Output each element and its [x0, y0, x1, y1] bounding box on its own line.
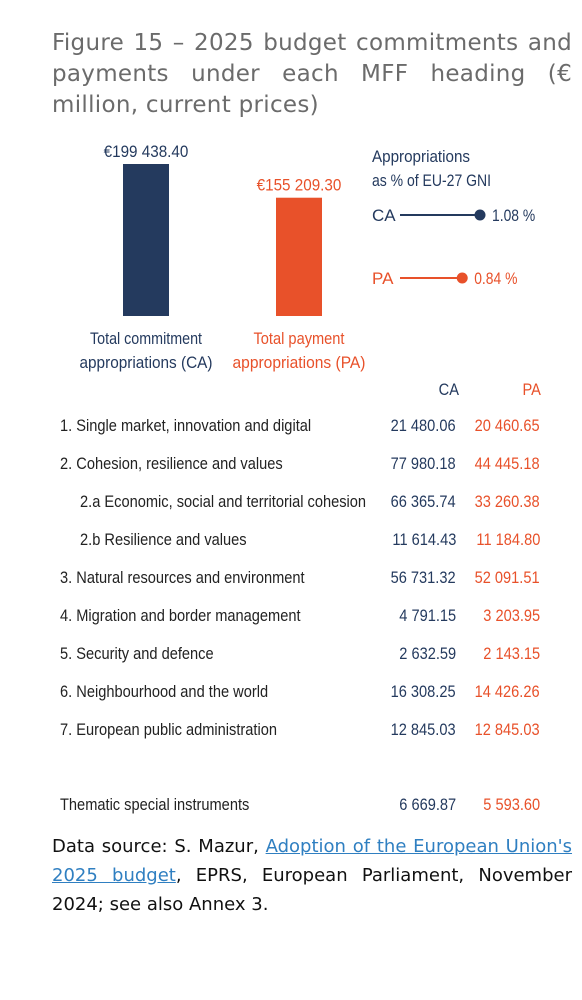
row-label: 2.a Economic, social and territorial coh… [80, 492, 367, 511]
table-row: 7. European public administration 12 845.… [0, 720, 582, 744]
row-value-ca: 11 614.43 [392, 530, 456, 549]
bar-ca [123, 164, 169, 316]
source-link[interactable]: Adoption of the European Union's 2025 bu… [52, 836, 573, 886]
table-row: 2.a Economic, social and territorial coh… [0, 492, 582, 516]
table-row: 5. Security and defence 2 632.59 2 143.15 [0, 644, 582, 668]
row-value-ca: 2 632.59 [399, 644, 456, 663]
gni-value-label: 0.84 % [474, 269, 517, 288]
gni-point [474, 209, 486, 221]
row-value-pa: 11 184.80 [476, 530, 540, 549]
row-label: 6. Neighbourhood and the world [60, 682, 269, 701]
table-row: 3. Natural resources and environment 56 7… [0, 568, 582, 592]
bar-category-label: appropriations (CA) [80, 353, 213, 372]
gni-point [456, 272, 468, 284]
row-value-pa: 2 143.15 [483, 644, 540, 663]
bar-value-label: €199 438.40 [104, 142, 189, 161]
table-row: 2.b Resilience and values 11 614.43 11 184… [0, 530, 582, 554]
row-label: 4. Migration and border management [60, 606, 301, 625]
bar-pa [276, 197, 322, 316]
table-row: 6. Neighbourhood and the world 16 308.25 1… [0, 682, 582, 706]
row-value-pa: 52 091.51 [474, 568, 540, 587]
row-label: 7. European public administration [60, 720, 278, 739]
gni-title: as % of EU-27 GNI [372, 171, 491, 190]
gni-value-label: 1.08 % [492, 206, 535, 225]
row-value-pa: 14 426.26 [474, 682, 540, 701]
row-value-ca: 6 669.87 [399, 795, 456, 814]
row-label: 3. Natural resources and environment [60, 568, 305, 587]
bar-value-label: €155 209.30 [257, 176, 342, 195]
table-row: 1. Single market, innovation and digital… [0, 416, 582, 440]
row-label: Thematic special instruments [60, 795, 250, 814]
row-value-pa: 44 445.18 [474, 454, 540, 473]
table-row: 4. Migration and border management 4 791.… [0, 606, 582, 630]
row-value-pa: 12 845.03 [474, 720, 540, 739]
gni-series-name: PA [372, 269, 394, 288]
gni-indicator: Appropriations as % of EU-27 GNI CA 1.08 % P… [372, 147, 535, 288]
totals-chart: €199 438.40 Total commitment appropriation… [80, 142, 536, 372]
table-row: Thematic special instruments 6 669.87 5 59… [0, 795, 582, 819]
row-value-pa: 20 460.65 [474, 416, 540, 435]
source-prefix: Data source: S. Mazur, [52, 836, 266, 857]
column-header-ca: CA [438, 380, 459, 399]
column-header-pa: PA [522, 380, 541, 399]
row-value-pa: 33 260.38 [474, 492, 540, 511]
gni-title: Appropriations [372, 147, 470, 166]
row-value-ca: 56 731.32 [390, 568, 456, 587]
source-suffix: , EPRS, European Parliament, November 20… [52, 865, 572, 915]
row-label: 2. Cohesion, resilience and values [60, 454, 283, 473]
row-value-pa: 3 203.95 [483, 606, 540, 625]
data-source: Data source: S. Mazur, Adoption of the E… [52, 832, 572, 919]
row-value-pa: 5 593.60 [483, 795, 540, 814]
row-value-ca: 16 308.25 [390, 682, 456, 701]
row-value-ca: 4 791.15 [399, 606, 456, 625]
row-value-ca: 21 480.06 [390, 416, 456, 435]
table-row: 2. Cohesion, resilience and values 77 980… [0, 454, 582, 478]
row-value-ca: 12 845.03 [390, 720, 456, 739]
row-value-ca: 66 365.74 [390, 492, 456, 511]
figure-title: Figure 15 – 2025 budget commitments and … [52, 30, 572, 118]
bar-category-label: Total payment [254, 329, 345, 348]
row-value-ca: 77 980.18 [390, 454, 456, 473]
bar-category-label: Total commitment [90, 329, 202, 348]
gni-series-name: CA [372, 206, 396, 225]
row-label: 1. Single market, innovation and digital [60, 416, 312, 435]
bar-category-label: appropriations (PA) [233, 353, 366, 372]
bars-layer: €199 438.40 Total commitment appropriation… [80, 142, 366, 372]
row-label: 5. Security and defence [60, 644, 214, 663]
row-label: 2.b Resilience and values [80, 530, 247, 549]
